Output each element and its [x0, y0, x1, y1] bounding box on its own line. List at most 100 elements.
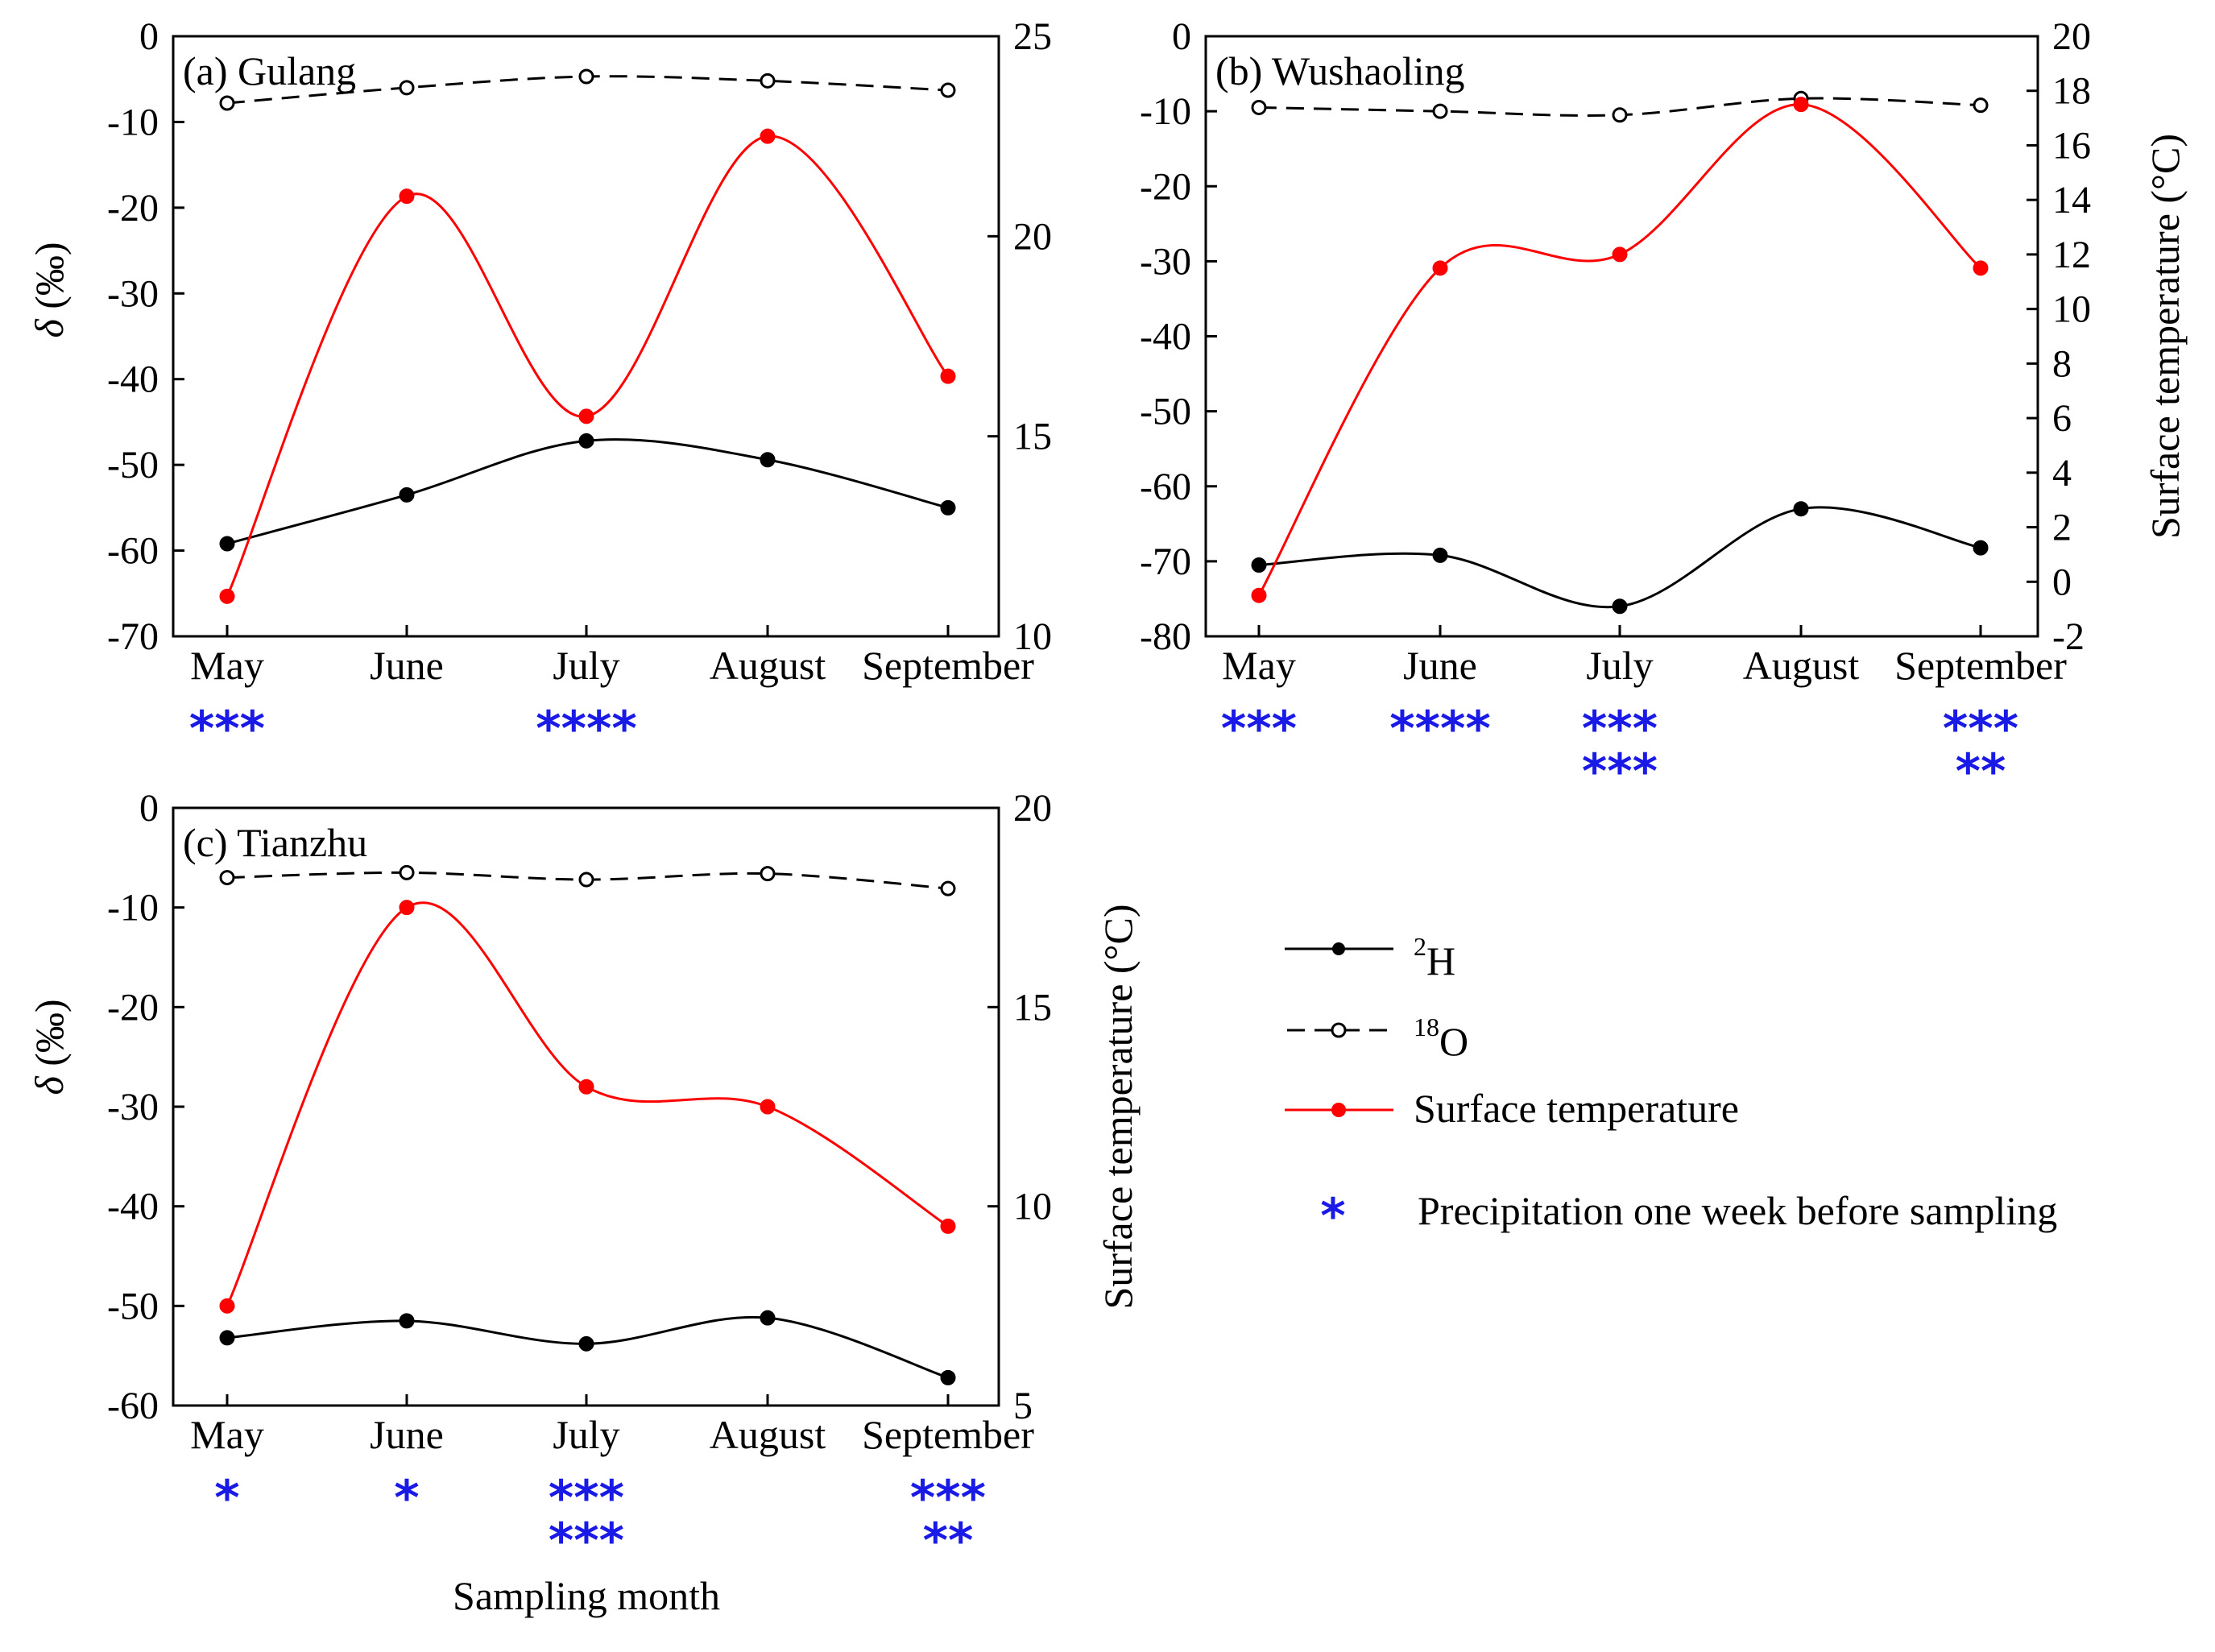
left-tick-label: -20 — [107, 986, 159, 1029]
series-o18-point — [1432, 103, 1448, 119]
series-o18-point — [219, 870, 235, 886]
month-label: August — [710, 1412, 826, 1457]
right-tick-label: 10 — [1013, 1186, 1052, 1228]
month-label: June — [1403, 643, 1477, 688]
left-tick-label: -40 — [107, 1186, 159, 1228]
series-temperature-line — [226, 135, 950, 597]
right-tick-label: 5 — [1013, 1385, 1033, 1427]
series-h2-line — [1258, 506, 1981, 609]
right-tick-label: 14 — [2052, 179, 2091, 222]
legend-temp-marker — [1331, 1103, 1346, 1117]
month-label: May — [190, 643, 264, 688]
right-tick-label: 20 — [1013, 787, 1052, 830]
precipitation-stars: *** — [1582, 701, 1658, 757]
precipitation-stars: * — [394, 1470, 419, 1526]
precipitation-stars: **** — [1389, 701, 1491, 757]
legend-h2-marker — [1332, 942, 1345, 955]
series-temperature-point — [1793, 97, 1809, 113]
panel-tianzhu: 0 -10 -20 -30 -40 -50 -60 20 15 10 5 May * June * July *… — [27, 787, 1141, 1569]
right-tick-label: -2 — [2052, 615, 2085, 658]
right-tick-label: 16 — [2052, 124, 2091, 167]
series-h2-point — [1973, 540, 1989, 556]
legend-temp-label: Surface temperature — [1414, 1086, 1739, 1131]
right-tick-label: 20 — [1013, 215, 1052, 258]
month-label: July — [1586, 643, 1653, 688]
series-o18-point — [578, 68, 594, 85]
precipitation-stars: *** — [189, 701, 265, 757]
month-label: July — [553, 1412, 619, 1457]
series-temperature-line — [226, 901, 949, 1306]
legend-o18-label: 18O — [1414, 1012, 1468, 1064]
series-o18-point — [219, 95, 235, 111]
plot-frame — [172, 806, 1000, 1407]
series-h2-point — [760, 1310, 776, 1326]
left-tick-label: -50 — [107, 444, 159, 486]
series-h2-point — [578, 433, 594, 449]
left-tick-label: -60 — [107, 530, 159, 573]
left-tick-label: 0 — [139, 15, 159, 58]
precipitation-stars: **** — [536, 701, 637, 757]
series-temperature-point — [1251, 587, 1267, 603]
month-label: August — [710, 643, 826, 688]
series-temperature-point — [399, 900, 415, 916]
left-tick-label: -40 — [1140, 316, 1191, 358]
series-temperature-line — [1257, 103, 1982, 596]
right-tick-label: 6 — [2052, 397, 2072, 440]
left-axis-title: δ (‰) — [27, 999, 72, 1095]
series-h2-point — [760, 452, 776, 468]
right-axis-title: Surface temperature (°C) — [2143, 134, 2188, 539]
series-h2-point — [219, 1330, 235, 1346]
left-tick-label: -70 — [1140, 540, 1191, 583]
precipitation-stars: *** — [549, 1513, 624, 1569]
series-h2-point — [399, 486, 415, 503]
precipitation-stars: *** — [1582, 743, 1658, 800]
left-tick-label: -40 — [107, 358, 159, 401]
series-h2-point — [399, 1313, 415, 1329]
left-tick-label: -80 — [1140, 615, 1191, 658]
left-tick-label: -70 — [107, 615, 159, 658]
left-tick-label: -60 — [107, 1385, 159, 1427]
month-label: September — [862, 643, 1034, 688]
left-tick-label: 0 — [139, 787, 159, 830]
right-tick-label: 4 — [2052, 452, 2072, 495]
right-tick-label: 18 — [2052, 70, 2091, 113]
series-temperature-point — [760, 128, 776, 144]
plot-frame — [1204, 35, 2039, 638]
legend-h2-label: 2H — [1414, 932, 1455, 983]
right-tick-label: 8 — [2052, 342, 2072, 385]
left-tick-label: -20 — [1140, 165, 1191, 208]
panel-wushaoling: 0-10-20-30-40-50-60-70-80201816141210864… — [1140, 15, 2188, 800]
plot-frame — [172, 35, 1000, 638]
panel-label: (c) Tianzhu — [183, 820, 367, 865]
series-h2-point — [940, 1369, 956, 1385]
series-o18-point — [940, 880, 956, 896]
left-tick-label: 0 — [1172, 15, 1191, 58]
right-tick-label: 10 — [2052, 288, 2091, 331]
series-h2-point — [1251, 557, 1267, 573]
precipitation-stars: ** — [1956, 743, 2006, 800]
series-h2-point — [1612, 598, 1628, 615]
left-tick-label: -30 — [107, 272, 159, 315]
series-temperature-point — [219, 588, 235, 604]
month-label: June — [370, 1412, 444, 1457]
left-tick-label: -50 — [1140, 391, 1191, 433]
series-temperature-point — [1612, 246, 1628, 263]
panel-label: (a) Gulang — [183, 48, 356, 93]
left-tick-label: -50 — [107, 1285, 159, 1327]
precipitation-stars: *** — [1943, 701, 2018, 757]
series-temperature-point — [1973, 260, 1989, 276]
legend-precip-label: Precipitation one week before sampling — [1418, 1188, 2057, 1233]
right-tick-label: 20 — [2052, 15, 2091, 58]
precipitation-stars: *** — [1221, 701, 1297, 757]
precipitation-stars: ** — [923, 1513, 974, 1569]
left-tick-label: -10 — [107, 101, 159, 143]
series-o18-point — [1973, 97, 1989, 114]
left-tick-label: -30 — [1140, 240, 1191, 283]
series-temperature-point — [940, 368, 956, 384]
series-h2-point — [578, 1335, 594, 1352]
left-tick-label: -30 — [107, 1086, 159, 1128]
precipitation-stars: *** — [549, 1470, 624, 1526]
series-h2-point — [1432, 547, 1448, 563]
series-o18-point — [399, 80, 415, 96]
